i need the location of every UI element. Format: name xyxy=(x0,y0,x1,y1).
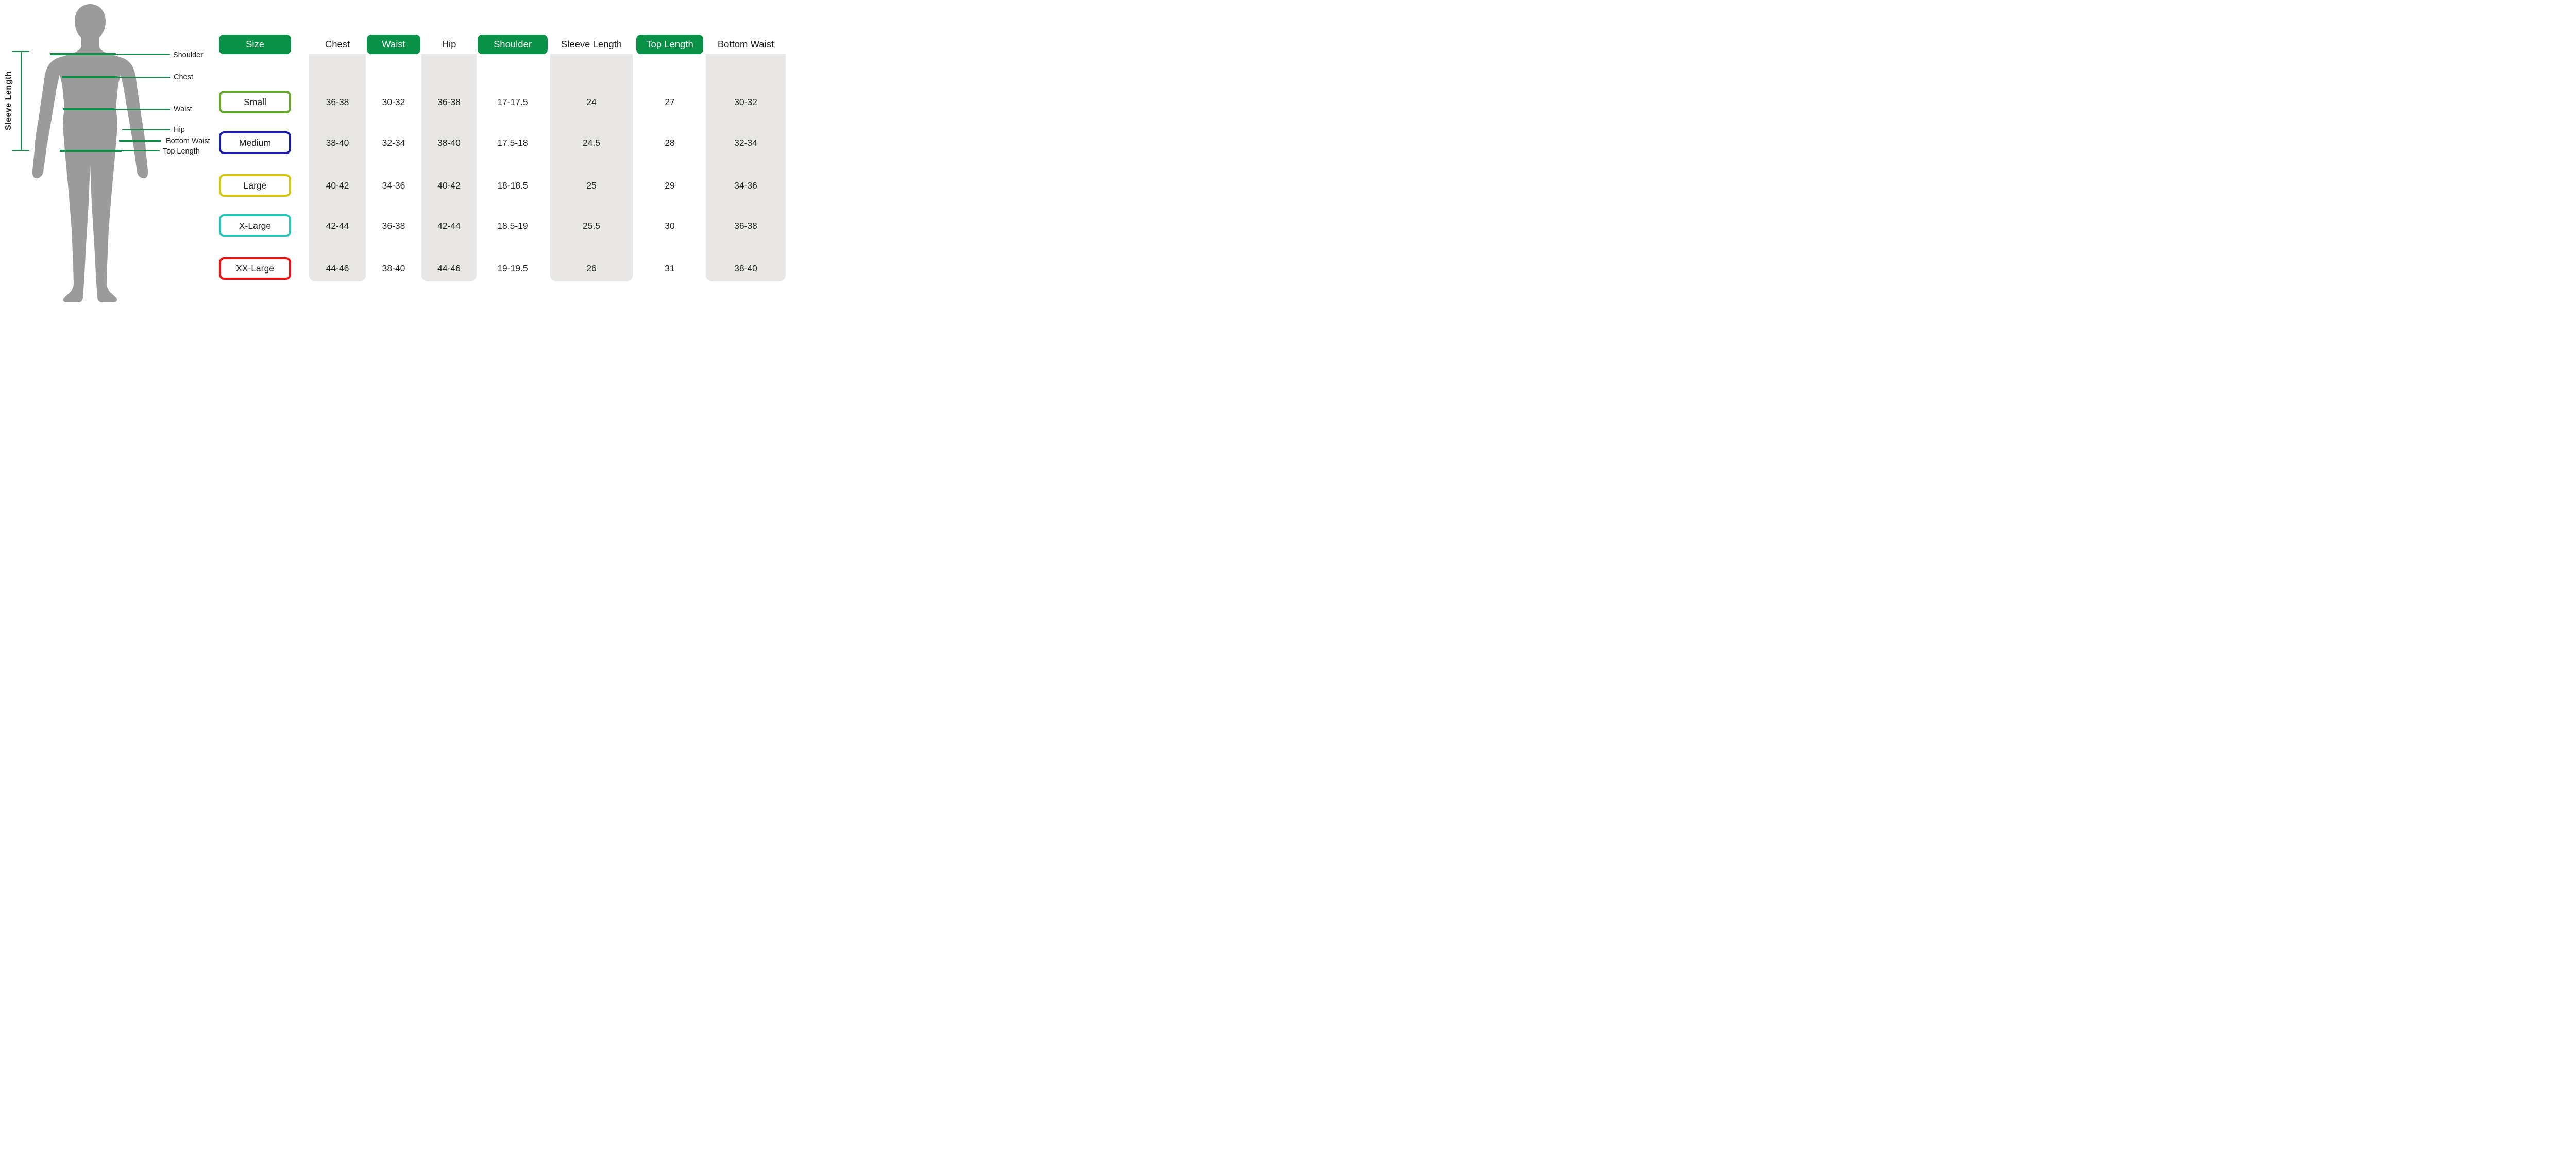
chest-measure-line xyxy=(62,76,117,78)
table-cell: 36-38 xyxy=(326,97,349,107)
table-cell: 18.5-19 xyxy=(497,220,528,231)
size-chip-small: Small xyxy=(219,91,291,113)
table-cell: 32-34 xyxy=(382,138,405,148)
table-cell: 30 xyxy=(665,220,675,231)
sleeve-length-bracket-line xyxy=(21,52,22,150)
waist-column-header: Waist xyxy=(367,35,420,54)
table-cell: 28 xyxy=(665,138,675,148)
table-cell: 36-38 xyxy=(437,97,461,107)
waist-measure-line xyxy=(63,108,114,110)
waist-pointer-line xyxy=(114,109,170,110)
table-cell: 30-32 xyxy=(734,97,757,107)
table-cell: 24.5 xyxy=(582,138,601,148)
bottom-waist-column-header: Bottom Waist xyxy=(706,35,786,54)
size-chip-medium: Medium xyxy=(219,131,291,154)
size-chip-large: Large xyxy=(219,174,291,197)
sleeve-length-column-header: Sleeve Length xyxy=(550,35,633,54)
size-column-header: Size xyxy=(219,35,291,54)
table-cell: 26 xyxy=(586,263,597,274)
size-chart-infographic: Sleeve Length Shoulder Chest Waist Hip B… xyxy=(0,0,808,306)
chest-column-shade xyxy=(309,54,366,281)
top-length-pointer-line xyxy=(122,150,160,151)
table-cell: 25.5 xyxy=(582,220,601,231)
table-cell: 42-44 xyxy=(437,220,461,231)
column-chest: Chest 36-38 38-40 40-42 42-44 44-46 xyxy=(309,0,366,306)
table-cell: 31 xyxy=(665,263,675,274)
table-cell: 29 xyxy=(665,180,675,191)
size-chip-xx-large: XX-Large xyxy=(219,257,291,280)
column-shoulder: Shoulder 17-17.5 17.5-18 18-18.5 18.5-19… xyxy=(478,0,548,306)
table-cell: 38-40 xyxy=(382,263,405,274)
waist-label: Waist xyxy=(174,105,192,113)
bottom-waist-label: Bottom Waist xyxy=(166,137,210,145)
table-cell: 27 xyxy=(665,97,675,107)
bottom-waist-measure-line xyxy=(119,140,161,142)
shoulder-column-header: Shoulder xyxy=(478,35,548,54)
table-cell: 38-40 xyxy=(437,138,461,148)
sleeve-length-bracket-tick-bottom xyxy=(12,150,29,151)
table-cell: 44-46 xyxy=(326,263,349,274)
column-hip: Hip 36-38 38-40 40-42 42-44 44-46 xyxy=(421,0,477,306)
chest-label: Chest xyxy=(174,73,193,81)
hip-label: Hip xyxy=(174,126,185,134)
top-length-measure-line xyxy=(60,150,122,152)
table-cell: 36-38 xyxy=(734,220,757,231)
shoulder-pointer-line xyxy=(116,54,170,55)
hip-column-header: Hip xyxy=(421,35,477,54)
table-cell: 34-36 xyxy=(382,180,405,191)
table-cell: 19-19.5 xyxy=(497,263,528,274)
sleeve-length-column-shade xyxy=(550,54,633,281)
table-cell: 38-40 xyxy=(734,263,757,274)
table-cell: 36-38 xyxy=(382,220,405,231)
table-cell: 44-46 xyxy=(437,263,461,274)
table-cell: 42-44 xyxy=(326,220,349,231)
table-cell: 17-17.5 xyxy=(497,97,528,107)
column-size: Size Small Medium Large X-Large XX-Large xyxy=(219,0,291,306)
body-silhouette-path xyxy=(32,4,148,302)
table-cell: 24 xyxy=(586,97,597,107)
column-waist: Waist 30-32 32-34 34-36 36-38 38-40 xyxy=(367,0,420,306)
body-silhouette xyxy=(32,4,148,302)
top-length-label: Top Length xyxy=(163,147,200,156)
column-bottom-waist: Bottom Waist 30-32 32-34 34-36 36-38 38-… xyxy=(706,0,786,306)
table-cell: 40-42 xyxy=(437,180,461,191)
table-cell: 25 xyxy=(586,180,597,191)
table-cell: 40-42 xyxy=(326,180,349,191)
top-length-column-header: Top Length xyxy=(636,35,703,54)
sleeve-length-label: Sleeve Length xyxy=(4,71,13,131)
hip-pointer-line xyxy=(122,129,170,130)
bottom-waist-column-shade xyxy=(706,54,786,281)
table-cell: 17.5-18 xyxy=(497,138,528,148)
shoulder-label: Shoulder xyxy=(173,51,204,59)
table-cell: 34-36 xyxy=(734,180,757,191)
table-cell: 38-40 xyxy=(326,138,349,148)
table-cell: 30-32 xyxy=(382,97,405,107)
column-sleeve-length: Sleeve Length 24 24.5 25 25.5 26 xyxy=(550,0,633,306)
sleeve-length-bracket-tick-top xyxy=(12,51,29,52)
table-cell: 32-34 xyxy=(734,138,757,148)
shoulder-measure-line xyxy=(50,53,116,55)
chest-pointer-line xyxy=(117,77,170,78)
hip-column-shade xyxy=(421,54,477,281)
size-chip-x-large: X-Large xyxy=(219,214,291,237)
table-cell: 18-18.5 xyxy=(497,180,528,191)
column-top-length: Top Length 27 28 29 30 31 xyxy=(636,0,703,306)
chest-column-header: Chest xyxy=(309,35,366,54)
